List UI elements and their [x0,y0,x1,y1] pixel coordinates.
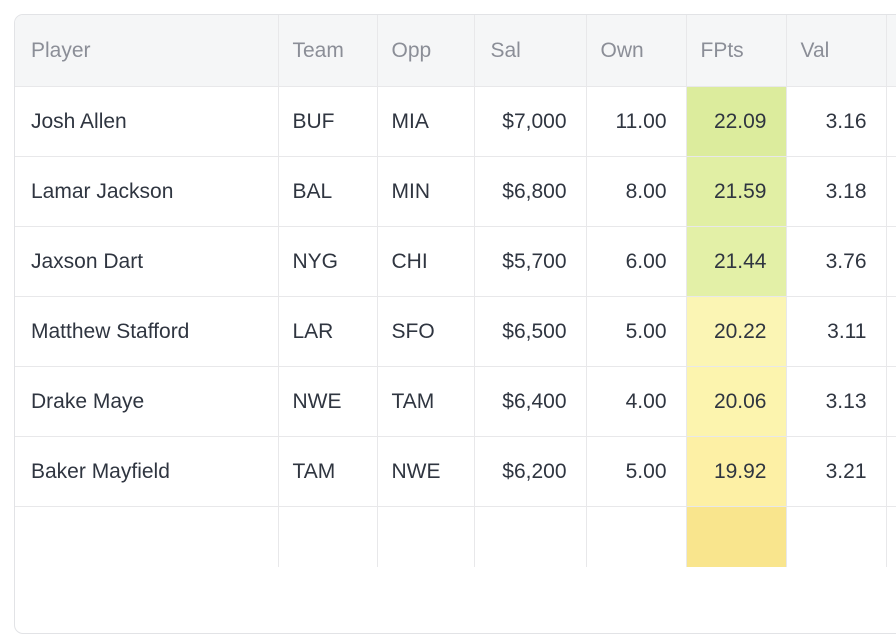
cell-opp: TAM [377,366,475,437]
cell-own [586,506,687,567]
cell-spacer [886,436,896,507]
header-cell-sal[interactable]: Sal [474,15,587,87]
table-row[interactable]: Drake Maye NWE TAM $6,400 4.00 20.06 3.13 [15,366,896,437]
cell-team: TAM [278,436,378,507]
cell-own: 4.00 [586,366,687,437]
cell-player: Matthew Stafford [15,296,279,367]
cell-val: 3.13 [786,366,887,437]
cell-sal: $6,800 [474,156,587,227]
cell-team: NWE [278,366,378,437]
header-cell-spacer [886,15,896,87]
cell-opp: MIN [377,156,475,227]
cell-opp: CHI [377,226,475,297]
cell-player: Josh Allen [15,86,279,157]
header-cell-own[interactable]: Own [586,15,687,87]
cell-own: 11.00 [586,86,687,157]
cell-team: BUF [278,86,378,157]
cell-val: 3.21 [786,436,887,507]
cell-fpts: 20.06 [686,366,787,437]
table-row[interactable]: Baker Mayfield TAM NWE $6,200 5.00 19.92 3.21 [15,436,896,507]
cell-team [278,506,378,567]
cell-opp [377,506,475,567]
cell-player: Drake Maye [15,366,279,437]
table-row[interactable]: Matthew Stafford LAR SFO $6,500 5.00 20.22 3.1… [15,296,896,367]
cell-opp: NWE [377,436,475,507]
table-row[interactable]: Jaxson Dart NYG CHI $5,700 6.00 21.44 3.76 [15,226,896,297]
cell-team: LAR [278,296,378,367]
table-row[interactable]: Lamar Jackson BAL MIN $6,800 8.00 21.59 3.18 [15,156,896,227]
header-cell-val[interactable]: Val [786,15,887,87]
cell-val: 3.11 [786,296,887,367]
cell-val: 3.76 [786,226,887,297]
cell-sal [474,506,587,567]
player-table-body: Josh Allen BUF MIA $7,000 11.00 22.09 3.16 Lama… [15,86,896,567]
player-stats-table-container: Player Team Opp Sal Own FPts Val Josh Allen BUF… [14,14,896,634]
cell-fpts [686,506,787,567]
cell-fpts: 22.09 [686,86,787,157]
header-cell-player[interactable]: Player [15,15,279,87]
table-row-partial[interactable] [15,506,896,567]
cell-player: Baker Mayfield [15,436,279,507]
table-header: Player Team Opp Sal Own FPts Val [15,15,896,87]
header-cell-team[interactable]: Team [278,15,378,87]
cell-sal: $6,500 [474,296,587,367]
cell-team: NYG [278,226,378,297]
cell-sal: $6,200 [474,436,587,507]
cell-fpts: 21.44 [686,226,787,297]
cell-spacer [886,86,896,157]
cell-val: 3.18 [786,156,887,227]
cell-sal: $5,700 [474,226,587,297]
cell-val: 3.16 [786,86,887,157]
cell-own: 6.00 [586,226,687,297]
header-cell-opp[interactable]: Opp [377,15,475,87]
cell-opp: SFO [377,296,475,367]
cell-opp: MIA [377,86,475,157]
cell-player: Jaxson Dart [15,226,279,297]
cell-sal: $6,400 [474,366,587,437]
cell-fpts: 19.92 [686,436,787,507]
cell-val [786,506,887,567]
cell-own: 5.00 [586,436,687,507]
cell-fpts: 20.22 [686,296,787,367]
header-row: Player Team Opp Sal Own FPts Val [15,15,896,87]
cell-spacer [886,296,896,367]
cell-fpts: 21.59 [686,156,787,227]
player-stats-table: Player Team Opp Sal Own FPts Val Josh Allen BUF… [15,15,896,567]
cell-player: Lamar Jackson [15,156,279,227]
cell-own: 5.00 [586,296,687,367]
cell-team: BAL [278,156,378,227]
cell-spacer [886,226,896,297]
cell-spacer [886,506,896,567]
cell-spacer [886,366,896,437]
table-row[interactable]: Josh Allen BUF MIA $7,000 11.00 22.09 3.16 [15,86,896,157]
cell-own: 8.00 [586,156,687,227]
cell-spacer [886,156,896,227]
header-cell-fpts[interactable]: FPts [686,15,787,87]
cell-sal: $7,000 [474,86,587,157]
cell-player [15,506,279,567]
